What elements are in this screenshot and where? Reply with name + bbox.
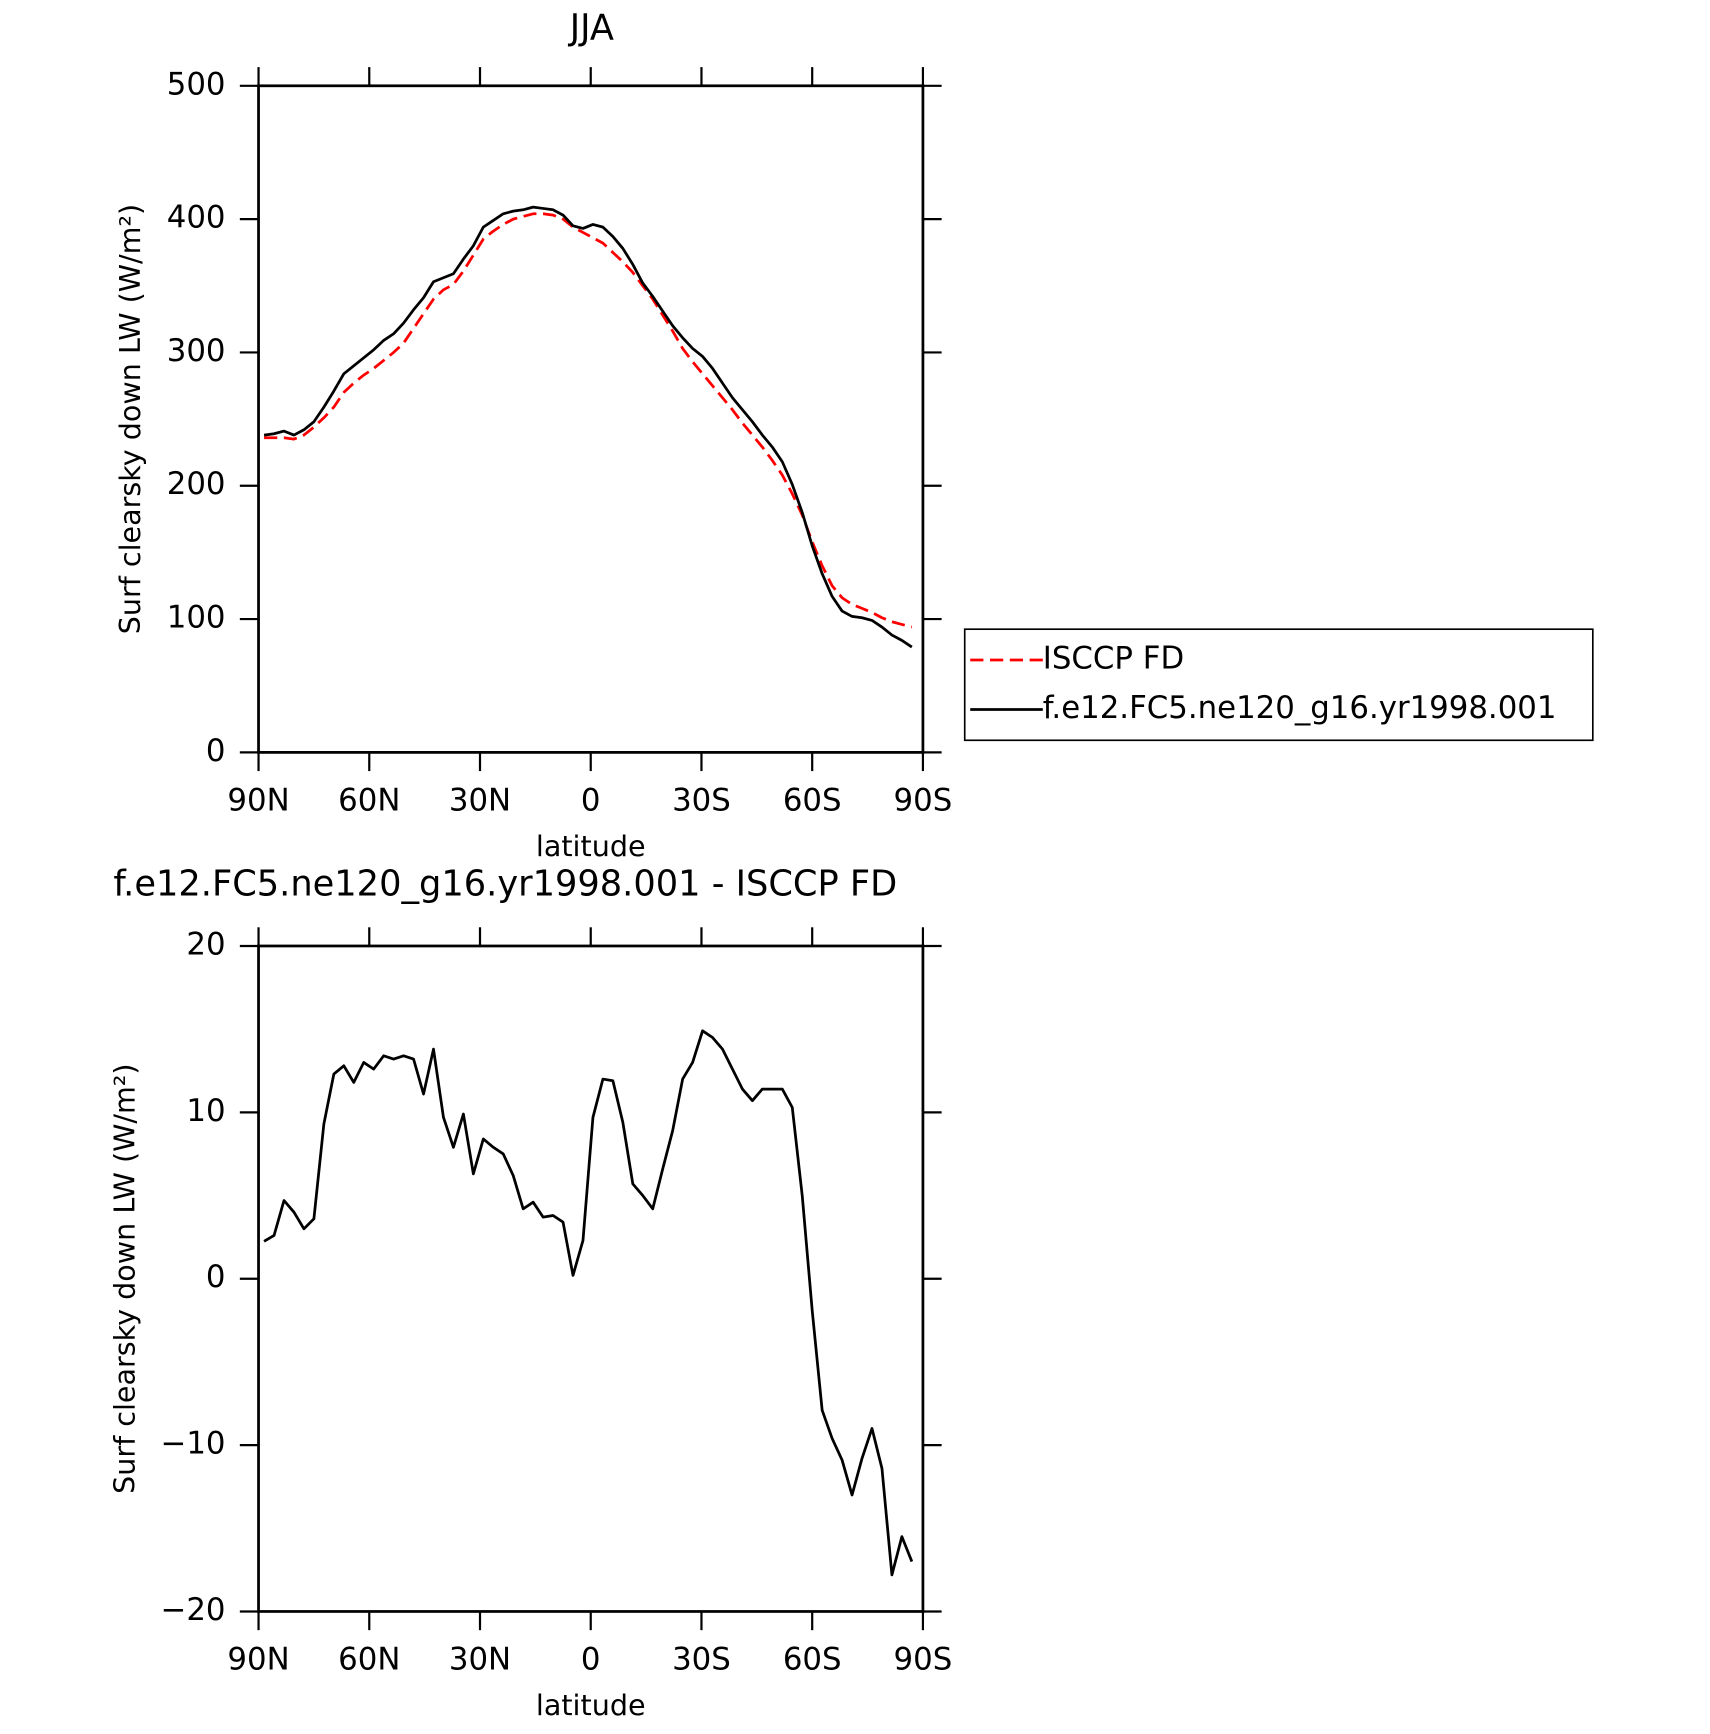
y-axis-label: Surf clearsky down LW (W/m²) [113,204,147,634]
legend-box [963,628,1594,742]
y-tick-label: 0 [206,733,226,769]
data-line [263,205,913,649]
legend-label: ISCCP FD [1043,640,1184,676]
x-tick-label: 60S [783,782,842,818]
x-axis-label: latitude [536,1688,646,1722]
y-tick-label: −20 [161,1592,226,1628]
legend-label: f.e12.FC5.ne120_g16.yr1998.001 [1043,690,1557,726]
y-tick-label: 20 [186,926,225,962]
x-tick-label: 30N [449,1641,511,1677]
plot-frame [257,944,925,1613]
x-tick-label: 30S [672,782,731,818]
x-tick-label: 90S [894,782,953,818]
plot-frame [257,84,925,754]
y-tick-label: 200 [167,466,226,502]
chart-title: JJA [568,8,614,49]
x-tick-label: 90N [227,1641,289,1677]
data-line [263,1029,914,1577]
x-tick-label: 30S [672,1641,731,1677]
y-tick-label: 300 [167,333,226,369]
data-line [264,212,913,629]
y-tick-label: 10 [186,1093,225,1129]
y-tick-label: 500 [167,66,226,102]
x-tick-label: 90S [894,1641,953,1677]
x-tick-label: 0 [581,782,601,818]
y-tick-label: 0 [206,1259,226,1295]
x-tick-label: 60S [783,1641,842,1677]
y-tick-label: 400 [167,200,226,236]
y-tick-label: 100 [167,600,226,636]
x-tick-label: 60N [338,782,400,818]
y-axis-label: Surf clearsky down LW (W/m²) [108,1064,142,1494]
x-axis-label: latitude [536,829,646,863]
x-tick-label: 90N [227,782,289,818]
x-tick-label: 0 [581,1641,601,1677]
x-tick-label: 60N [338,1641,400,1677]
x-tick-label: 30N [449,782,511,818]
chart-title: f.e12.FC5.ne120_g16.yr1998.001 - ISCCP F… [113,863,897,904]
y-tick-label: −10 [161,1426,226,1462]
